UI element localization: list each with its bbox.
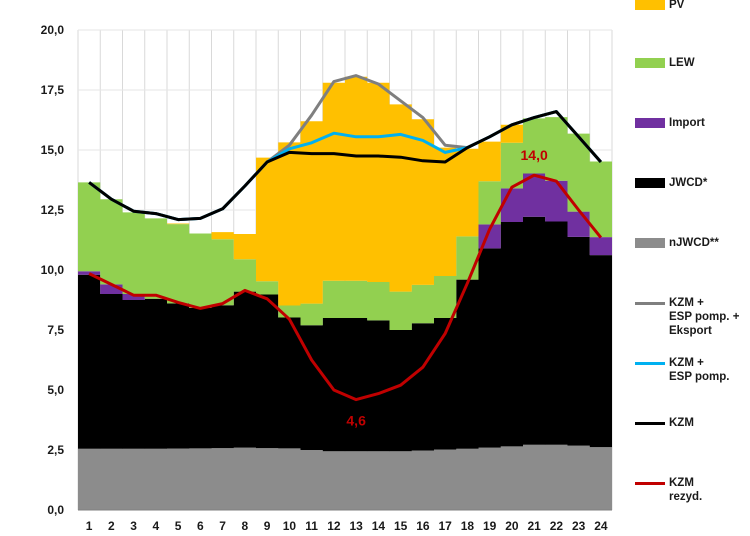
legend-label: PV	[669, 0, 685, 11]
x-tick-label: 2	[108, 519, 115, 533]
y-tick-label: 2,5	[47, 443, 64, 457]
x-tick-label: 1	[86, 519, 93, 533]
legend-swatch	[635, 118, 665, 128]
line-series	[88, 74, 603, 402]
area-pv	[78, 76, 612, 306]
x-tick-label: 4	[153, 519, 160, 533]
x-tick-label: 12	[327, 519, 341, 533]
legend-item: KZM + ESP pomp.	[635, 356, 730, 384]
legend-label: KZM + ESP pomp. + Eksport	[669, 297, 740, 337]
stacked-areas	[78, 76, 612, 510]
legend-swatch	[635, 302, 665, 305]
legend-label: KZM rezyd.	[669, 477, 703, 503]
legend-swatch	[635, 58, 665, 68]
legend-label: KZM	[669, 417, 694, 429]
legend-item: nJWCD**	[635, 236, 719, 250]
y-tick-label: 0,0	[47, 503, 64, 517]
legend-swatch	[635, 482, 665, 485]
x-tick-label: 24	[594, 519, 608, 533]
y-tick-label: 20,0	[41, 23, 65, 37]
legend-label: nJWCD**	[669, 237, 719, 249]
data-label: 14,0	[521, 147, 548, 163]
x-tick-label: 7	[219, 519, 226, 533]
x-tick-label: 9	[264, 519, 271, 533]
x-tick-label: 6	[197, 519, 204, 533]
legend-label: LEW	[669, 57, 695, 69]
x-tick-label: 22	[550, 519, 564, 533]
area-import	[78, 173, 612, 330]
legend-item: KZM + ESP pomp. + Eksport	[635, 296, 739, 338]
legend-item: Import	[635, 116, 705, 130]
y-tick-label: 15,0	[41, 143, 65, 157]
axes: 1 2 3 4 5 6 7 8 9 10 11 12 13 14 15 16 17 18 19 20 21 22 23 240…	[41, 23, 612, 533]
legend-swatch	[635, 362, 665, 365]
x-tick-label: 5	[175, 519, 182, 533]
x-tick-label: 16	[416, 519, 430, 533]
x-tick-label: 14	[372, 519, 386, 533]
x-tick-label: 17	[438, 519, 452, 533]
legend-swatch	[635, 0, 665, 10]
x-tick-label: 13	[349, 519, 363, 533]
area-lew	[78, 117, 612, 331]
x-tick-label: 19	[483, 519, 497, 533]
line-kzm-rezyd-	[88, 173, 603, 402]
legend-item: LEW	[635, 56, 695, 70]
x-tick-label: 18	[461, 519, 475, 533]
legend-item: KZM	[635, 416, 694, 430]
y-tick-label: 7,5	[47, 323, 64, 337]
area-njwcd-	[78, 444, 612, 510]
legend-swatch	[635, 238, 665, 248]
x-tick-label: 20	[505, 519, 519, 533]
annotations: 4,6 14,0	[346, 147, 548, 429]
y-tick-label: 5,0	[47, 383, 64, 397]
y-tick-label: 12,5	[41, 203, 65, 217]
x-tick-label: 15	[394, 519, 408, 533]
x-tick-label: 8	[242, 519, 249, 533]
data-label: 4,6	[346, 413, 366, 429]
legend-label: JWCD*	[669, 177, 708, 189]
x-tick-label: 10	[283, 519, 297, 533]
legend-label: KZM + ESP pomp.	[669, 357, 730, 383]
chart-legend: PV LEW Import JWCD* nJWCD** KZM + ESP pomp. +…	[635, 0, 750, 536]
legend-item: PV	[635, 0, 684, 12]
x-tick-label: 21	[527, 519, 541, 533]
chart-plot: 1 2 3 4 5 6 7 8 9 10 11 12 13 14 15 16 17 18 19 20 21 22 23 240…	[41, 23, 613, 533]
x-tick-label: 11	[305, 519, 318, 533]
legend-label: Import	[669, 117, 705, 129]
legend-item: KZM rezyd.	[635, 476, 702, 504]
y-tick-label: 17,5	[41, 83, 65, 97]
legend-swatch	[635, 178, 665, 188]
x-tick-label: 3	[130, 519, 137, 533]
legend-swatch	[635, 422, 665, 425]
legend-item: JWCD*	[635, 176, 707, 190]
y-tick-label: 10,0	[41, 263, 65, 277]
x-tick-label: 23	[572, 519, 586, 533]
line-kzm	[88, 110, 602, 222]
